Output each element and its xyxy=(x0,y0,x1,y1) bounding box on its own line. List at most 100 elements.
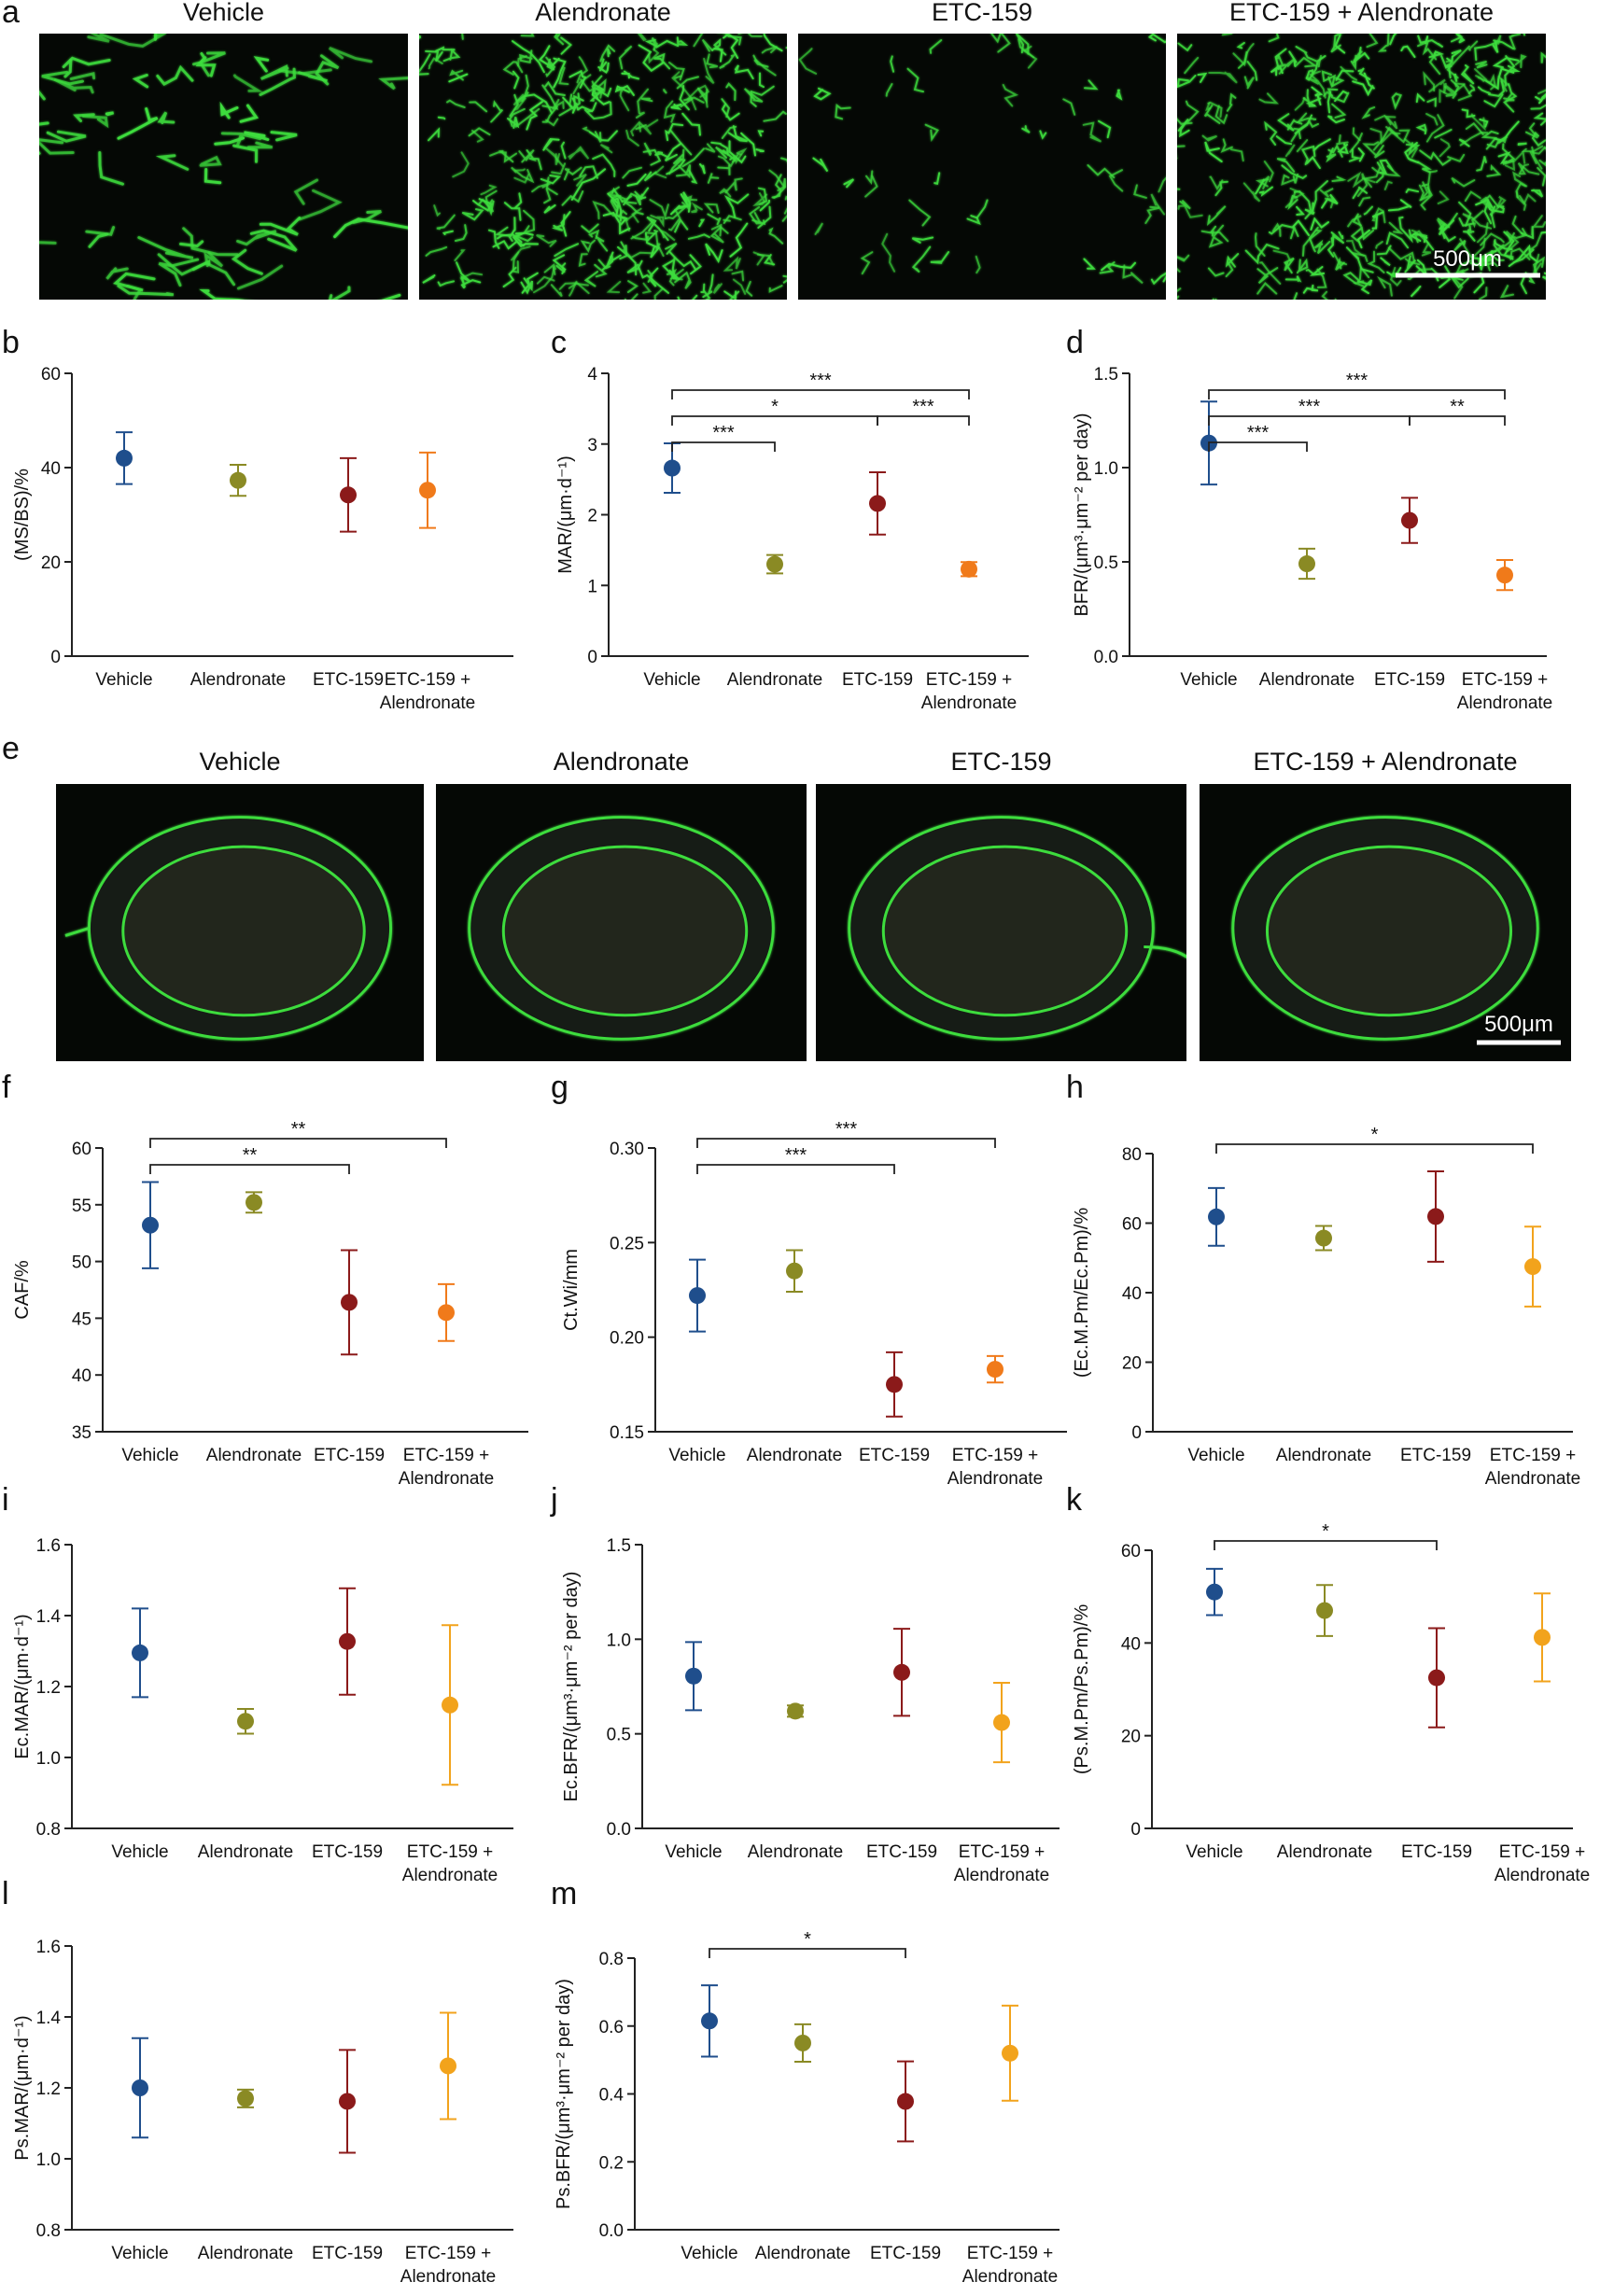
y-tick-label: 2 xyxy=(587,507,597,526)
y-tick-label: 0.8 xyxy=(599,1950,624,1969)
x-tick-label: ETC-159 xyxy=(313,670,384,690)
y-tick-label: 20 xyxy=(1122,1354,1142,1374)
y-tick-label: 60 xyxy=(41,365,61,385)
y-tick-label: 0 xyxy=(1130,1820,1141,1840)
micrograph-layer: a Vehicle Alendronate ETC-159 ETC-159 + Alen… xyxy=(2,0,1571,1061)
x-tick-label: Alendronate xyxy=(1259,670,1354,690)
data-point xyxy=(1427,1208,1444,1225)
data-point xyxy=(685,1667,702,1685)
y-tick-label: 1.5 xyxy=(1094,365,1118,385)
y-tick-label: 0.4 xyxy=(599,2086,625,2106)
significance-label: ** xyxy=(243,1145,258,1166)
y-tick-label: 60 xyxy=(1122,1215,1142,1235)
data-point xyxy=(440,2057,456,2075)
micrograph-image xyxy=(798,34,1166,300)
data-point xyxy=(1315,1229,1332,1247)
x-tick-label: Alendronate xyxy=(399,1469,494,1489)
data-point xyxy=(869,495,886,512)
panel-letter-b: b xyxy=(2,325,20,360)
y-tick-label: 35 xyxy=(72,1423,91,1443)
panel-letter-k: k xyxy=(1066,1482,1083,1518)
y-tick-label: 20 xyxy=(1121,1728,1141,1747)
significance-bracket xyxy=(149,1164,350,1174)
significance-bracket xyxy=(696,1138,996,1148)
data-point xyxy=(701,2012,718,2030)
micrograph-title: Vehicle xyxy=(199,748,280,776)
data-point xyxy=(1534,1629,1551,1646)
significance-label: ** xyxy=(291,1119,306,1140)
data-point xyxy=(893,1663,910,1681)
x-tick-label: Alendronate xyxy=(402,1866,498,1885)
data-point xyxy=(1524,1258,1541,1276)
micrograph-image xyxy=(56,784,424,1061)
y-axis-label: MAR/(μm·d⁻¹) xyxy=(555,455,576,574)
x-tick-label: Alendronate xyxy=(755,2244,850,2263)
chart-h: h 0 20 40 60 80 (Ec.M.Pm/Ec.Pm)/% Vehicle Alendr… xyxy=(1066,1070,1580,1489)
y-tick-label: 3 xyxy=(587,436,597,455)
micrograph-title: ETC-159 + Alendronate xyxy=(1254,748,1518,776)
significance-bracket xyxy=(696,1164,895,1174)
x-tick-label: Vehicle xyxy=(1187,1446,1244,1465)
micrograph-image xyxy=(436,784,807,1061)
y-axis-label: CAF/% xyxy=(12,1260,33,1320)
x-tick-label: ETC-159 xyxy=(312,2244,383,2263)
x-tick-label: Vehicle xyxy=(1180,670,1237,690)
data-point xyxy=(787,1702,804,1720)
y-tick-label: 1.6 xyxy=(36,1536,61,1556)
data-point xyxy=(438,1304,455,1322)
y-tick-label: 1.4 xyxy=(36,1607,62,1627)
micrograph-background xyxy=(419,34,787,300)
x-tick-label: ETC-159 + xyxy=(959,1842,1045,1862)
x-tick-label: Vehicle xyxy=(121,1446,178,1465)
x-tick-label: Alendronate xyxy=(1485,1469,1580,1489)
x-tick-label: Alendronate xyxy=(954,1866,1049,1885)
data-point xyxy=(897,2093,914,2110)
significance-label: *** xyxy=(785,1145,807,1166)
data-point xyxy=(886,1376,903,1393)
micrograph-title: ETC-159 xyxy=(932,0,1032,26)
data-point xyxy=(1298,555,1315,573)
x-tick-label: ETC-159 xyxy=(314,1446,385,1465)
x-tick-label: Alendronate xyxy=(727,670,822,690)
data-point xyxy=(689,1287,706,1305)
micrograph-title: Alendronate xyxy=(554,748,690,776)
significance-bracket xyxy=(1208,415,1411,426)
data-point xyxy=(419,482,436,499)
x-tick-label: ETC-159 + xyxy=(405,2244,491,2263)
data-point xyxy=(1428,1669,1445,1687)
y-tick-label: 45 xyxy=(72,1309,91,1329)
x-tick-label: ETC-159 xyxy=(859,1446,930,1465)
significance-bracket xyxy=(1214,1540,1438,1550)
y-axis-label: BFR/(μm³·μm⁻² per day) xyxy=(1072,413,1092,616)
significance-label: *** xyxy=(809,371,832,391)
x-tick-label: Vehicle xyxy=(1186,1842,1242,1862)
y-tick-label: 1.2 xyxy=(36,2079,61,2099)
x-tick-label: ETC-159 + xyxy=(385,670,470,690)
significance-bracket xyxy=(1208,389,1506,399)
y-axis-label: (MS/BS)/% xyxy=(12,469,33,561)
x-tick-label: Alendronate xyxy=(748,1842,843,1862)
y-tick-label: 1.4 xyxy=(36,2009,62,2028)
significance-bracket xyxy=(671,441,776,452)
x-tick-label: Alendronate xyxy=(198,1842,293,1862)
x-tick-label: ETC-159 + xyxy=(1490,1446,1576,1465)
x-tick-label: ETC-159 + xyxy=(1462,670,1548,690)
data-point xyxy=(1002,2044,1018,2062)
significance-label: *** xyxy=(1247,423,1270,443)
y-tick-label: 80 xyxy=(1122,1145,1142,1165)
data-point xyxy=(766,555,783,573)
panel-letter-l: l xyxy=(2,1876,9,1911)
y-axis-label: Ec.BFR/(μm³·μm⁻² per day) xyxy=(561,1572,582,1802)
x-tick-label: ETC-159 + xyxy=(1499,1842,1585,1862)
significance-label: *** xyxy=(712,423,735,443)
y-tick-label: 0.2 xyxy=(599,2153,624,2173)
x-tick-label: Vehicle xyxy=(668,1446,725,1465)
chart-l: l 0.8 1.0 1.2 1.4 1.6 Ps.MAR/(μm·d⁻¹) Vehicle Al… xyxy=(2,1876,513,2287)
x-tick-label: Alendronate xyxy=(1276,1446,1371,1465)
x-tick-label: ETC-159 + xyxy=(407,1842,493,1862)
significance-label: *** xyxy=(1346,371,1368,391)
significance-bracket xyxy=(877,415,970,426)
data-point xyxy=(1208,1208,1225,1225)
data-point xyxy=(1401,511,1418,529)
